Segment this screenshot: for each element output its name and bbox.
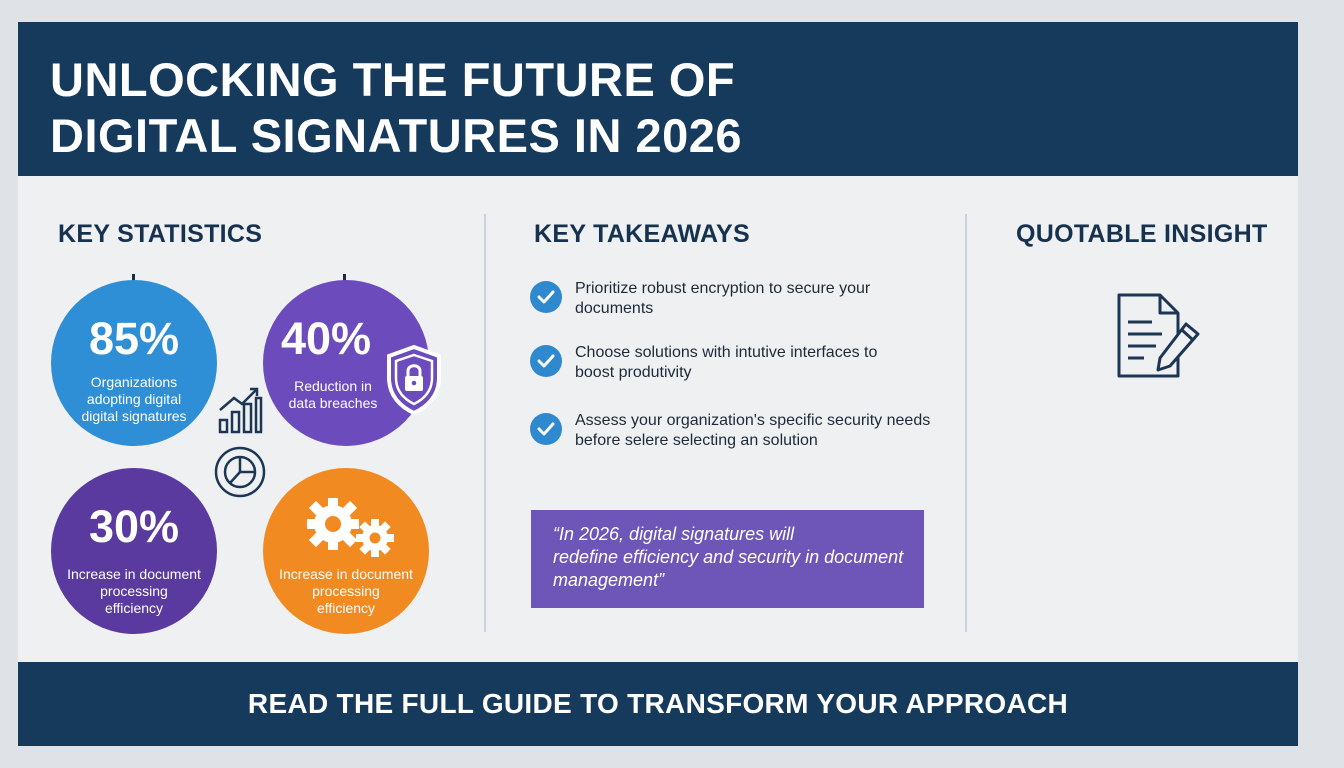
key-takeaways-title: KEY TAKEAWAYS xyxy=(534,220,750,248)
quote-line: “In 2026, digital signatures will xyxy=(553,524,795,544)
pie-chart-icon xyxy=(214,446,266,498)
check-circle-icon xyxy=(530,345,562,377)
stat-value: 40% xyxy=(280,313,372,364)
infographic: UNLOCKING THE FUTURE OF DIGITAL SIGNATUR… xyxy=(18,22,1298,746)
stat-circle-85: 85% Organizations adopting digital digit… xyxy=(51,280,217,446)
stat-label: Increase in document processing efficien… xyxy=(67,566,201,616)
stat-label: Organizations adopting digital digital s… xyxy=(81,374,187,424)
bar-chart-icon xyxy=(218,387,263,434)
page-title: UNLOCKING THE FUTURE OF DIGITAL SIGNATUR… xyxy=(50,52,742,164)
stat-value: 30% xyxy=(88,501,180,552)
stat-label: Increase in document processing efficien… xyxy=(279,566,413,616)
stat-label: Reduction in data breaches xyxy=(288,378,378,411)
column-divider xyxy=(484,214,486,632)
check-circle-icon xyxy=(530,281,562,313)
stat-circle-30: 30% Increase in document processing effi… xyxy=(51,468,217,634)
quote-box: “In 2026, digital signatures will redefi… xyxy=(531,510,924,608)
takeaway-text: Choose solutions with intutive interface… xyxy=(575,344,878,381)
stat-circle-orange: Increase in document processing efficien… xyxy=(263,468,429,634)
gears-icon xyxy=(307,498,394,557)
stat-value: 85% xyxy=(88,313,180,364)
cta-text[interactable]: READ THE FULL GUIDE TO TRANSFORM YOUR AP… xyxy=(247,688,1069,719)
takeaway-text: Prioritize robust encryption to secure y… xyxy=(575,280,871,317)
quotable-insight-title: QUOTABLE INSIGHT xyxy=(1016,220,1268,248)
quote-line: redefine efficiency and security in docu… xyxy=(553,547,904,567)
quote-line: management” xyxy=(553,570,665,590)
header-banner: UNLOCKING THE FUTURE OF DIGITAL SIGNATUR… xyxy=(18,22,1298,176)
check-circle-icon xyxy=(530,413,562,445)
takeaway-text: Assess your organization's specific secu… xyxy=(575,412,931,449)
key-statistics-title: KEY STATISTICS xyxy=(58,220,263,248)
title-line-2: DIGITAL SIGNATURES IN 2026 xyxy=(50,109,743,162)
document-pen-icon xyxy=(1117,293,1200,378)
cta-footer-banner[interactable]: READ THE FULL GUIDE TO TRANSFORM YOUR AP… xyxy=(18,662,1298,746)
title-line-1: UNLOCKING THE FUTURE OF xyxy=(50,53,736,106)
column-divider xyxy=(965,214,967,632)
shield-lock-icon xyxy=(387,344,441,416)
